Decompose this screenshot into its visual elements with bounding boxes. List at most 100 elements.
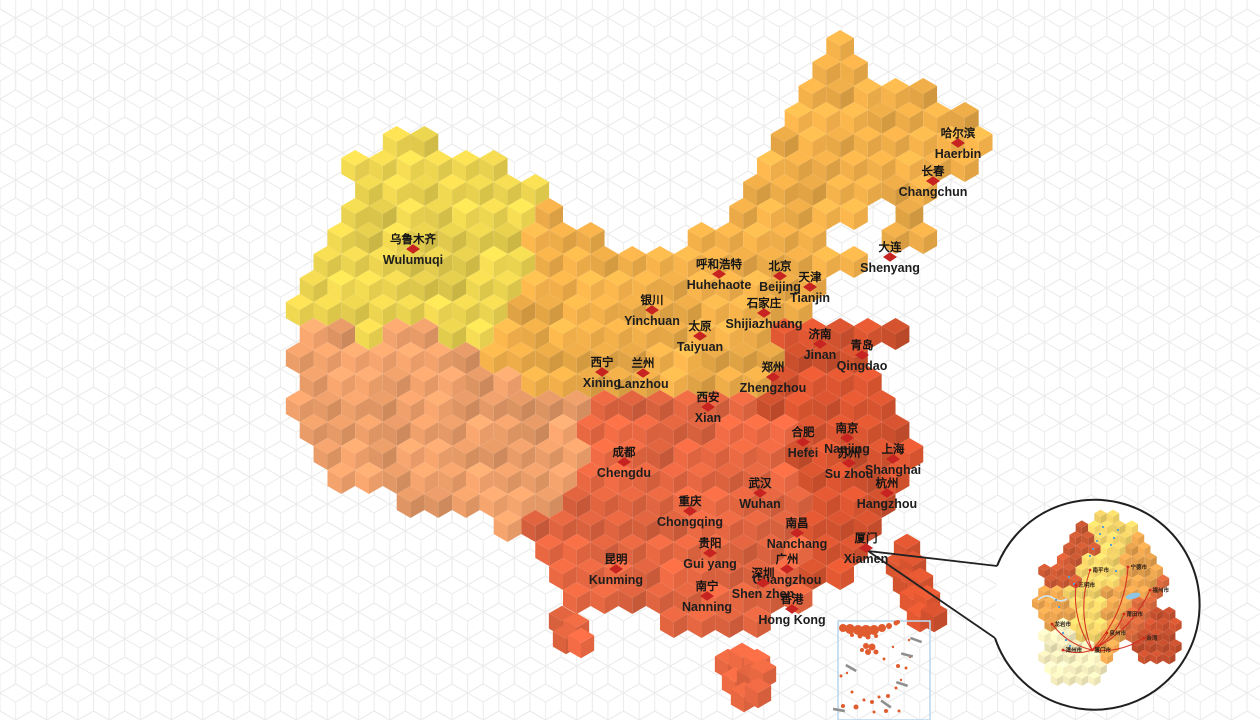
city-marker-diamond: [840, 433, 854, 443]
city-hefei[interactable]: 合肥 Hefei: [788, 425, 819, 460]
city-zh-label: 长春: [922, 164, 945, 178]
city-wulumuqi[interactable]: 乌鲁木齐 Wulumuqi: [383, 232, 443, 267]
city-en-label: Wuhan: [739, 497, 780, 511]
flight-line: [1091, 637, 1145, 652]
city-hong-kong[interactable]: 香港 Hong Kong: [758, 592, 825, 627]
svg-text:宁德市: 宁德市: [1131, 563, 1148, 571]
city-nanjing[interactable]: 南京 Nanjing: [824, 421, 870, 456]
city-nanchang[interactable]: 南昌 Nanchang: [767, 516, 827, 551]
city-en-label: Lanzhou: [617, 377, 668, 391]
inset-city-label: 福州市: [1148, 586, 1170, 594]
svg-text:厦门市: 厦门市: [1095, 646, 1112, 654]
city-xian[interactable]: 西安 Xian: [695, 390, 721, 425]
city-marker-diamond: [757, 308, 771, 318]
city-zh-label: 哈尔滨: [941, 126, 976, 140]
city-huhehaote[interactable]: 呼和浩特 Huhehaote: [687, 257, 752, 292]
city-en-label: Haerbin: [935, 147, 982, 161]
city-hangzhou[interactable]: 杭州 Hangzhou: [857, 476, 917, 511]
city-tianjin[interactable]: 天津 Tianjin: [790, 270, 830, 305]
city-nanning[interactable]: 南宁 Nanning: [682, 579, 732, 614]
city-taiyuan[interactable]: 太原 Taiyuan: [677, 319, 723, 354]
city-en-label: Hong Kong: [758, 613, 825, 627]
city-lanzhou[interactable]: 兰州 Lanzhou: [617, 356, 668, 391]
city-marker-diamond: [712, 269, 726, 279]
city-chongqing[interactable]: 重庆 Chongqing: [657, 494, 723, 529]
flight-line: [1091, 632, 1108, 651]
south-china-sea-inset: [832, 620, 931, 720]
city-marker-diamond: [773, 271, 787, 281]
china-hexagon-map: [285, 30, 993, 713]
city-marker-diamond: [609, 564, 623, 574]
city-marker-diamond: [859, 543, 873, 553]
city-marker-diamond: [883, 252, 897, 262]
city-en-label: Wulumuqi: [383, 253, 443, 267]
city-en-label: Changchun: [899, 185, 968, 199]
city-shijiazhuang[interactable]: 石家庄 Shijiazhuang: [725, 296, 802, 331]
city-marker-diamond: [700, 591, 714, 601]
city-shenyang[interactable]: 大连 Shenyang: [860, 240, 920, 275]
city-en-label: Kunming: [589, 573, 643, 587]
city-haerbin[interactable]: 哈尔滨 Haerbin: [935, 126, 982, 161]
city-marker-diamond: [790, 528, 804, 538]
city-en-label: Taiyuan: [677, 340, 723, 354]
city-chengdu[interactable]: 成都 Chengdu: [597, 445, 651, 480]
city-qingdao[interactable]: 青岛 Qingdao: [837, 338, 888, 373]
city-zh-label: 银川: [641, 293, 664, 307]
inset-city-label: 宁德市: [1126, 563, 1148, 571]
city-marker-diamond: [645, 305, 659, 315]
city-zh-label: 厦门: [855, 531, 878, 545]
svg-text:台湾: 台湾: [1147, 634, 1159, 642]
inset-city-label: 南平市: [1088, 566, 1110, 574]
city-gui-yang[interactable]: 贵阳 Gui yang: [683, 536, 736, 571]
city-marker-diamond: [753, 488, 767, 498]
city-en-label: Nanjing: [824, 442, 870, 456]
inset-city-label: 泉州市: [1105, 629, 1127, 637]
city-en-label: Shijiazhuang: [725, 317, 802, 331]
city-zhengzhou[interactable]: 郑州 Zhengzhou: [740, 360, 807, 395]
city-marker-diamond: [803, 282, 817, 292]
city-su-zhou[interactable]: 苏州 Su zhou: [825, 446, 874, 481]
city-shen-zhen[interactable]: 深圳 Shen zhen: [732, 566, 795, 601]
city-en-label: Nanchang: [767, 537, 827, 551]
city-kunming[interactable]: 昆明 Kunming: [589, 552, 643, 587]
city-en-label: Guangzhou: [753, 573, 822, 587]
city-zh-label: 南宁: [696, 579, 719, 593]
city-beijing[interactable]: 北京 Beijing: [759, 259, 801, 294]
city-zh-label: 重庆: [679, 494, 702, 508]
city-en-label: Su zhou: [825, 467, 874, 481]
city-marker-diamond: [842, 458, 856, 468]
city-zh-label: 郑州: [762, 360, 785, 374]
city-marker-diamond: [785, 604, 799, 614]
city-zh-label: 西安: [697, 390, 720, 404]
city-guangzhou[interactable]: 广州 Guangzhou: [753, 552, 822, 587]
city-xining[interactable]: 西宁 Xining: [583, 355, 621, 390]
city-zh-label: 大连: [879, 240, 902, 254]
city-en-label: Zhengzhou: [740, 381, 807, 395]
inset-city-label: 莆田市: [1122, 610, 1144, 618]
inset-city-label: 龙岩市: [1050, 620, 1072, 628]
city-zh-label: 合肥: [792, 425, 815, 439]
city-en-label: Xiamen: [844, 552, 888, 566]
city-zh-label: 成都: [613, 445, 636, 459]
city-shanghai[interactable]: 上海 Shanghai: [865, 442, 921, 477]
inset-city-label: 台湾: [1142, 634, 1159, 642]
city-zh-label: 苏州: [838, 446, 861, 460]
city-marker-diamond: [693, 331, 707, 341]
flight-line: [1051, 623, 1093, 651]
city-en-label: Chongqing: [657, 515, 723, 529]
city-marker-diamond: [701, 402, 715, 412]
city-yinchuan[interactable]: 银川 Yinchuan: [624, 293, 680, 328]
city-zh-label: 乌鲁木齐: [390, 232, 436, 246]
city-changchun[interactable]: 长春 Changchun: [899, 164, 968, 199]
city-zh-label: 兰州: [632, 356, 655, 370]
svg-text:龙岩市: 龙岩市: [1054, 620, 1072, 628]
city-en-label: Beijing: [759, 280, 801, 294]
city-zh-label: 石家庄: [746, 296, 782, 310]
city-en-label: Huhehaote: [687, 278, 752, 292]
city-xiamen[interactable]: 厦门 Xiamen: [844, 531, 888, 566]
city-wuhan[interactable]: 武汉 Wuhan: [739, 476, 780, 511]
flight-line: [1083, 569, 1093, 651]
city-zh-label: 武汉: [749, 476, 772, 490]
city-jinan[interactable]: 济南 Jinan: [804, 327, 837, 362]
city-zh-label: 青岛: [851, 338, 874, 352]
